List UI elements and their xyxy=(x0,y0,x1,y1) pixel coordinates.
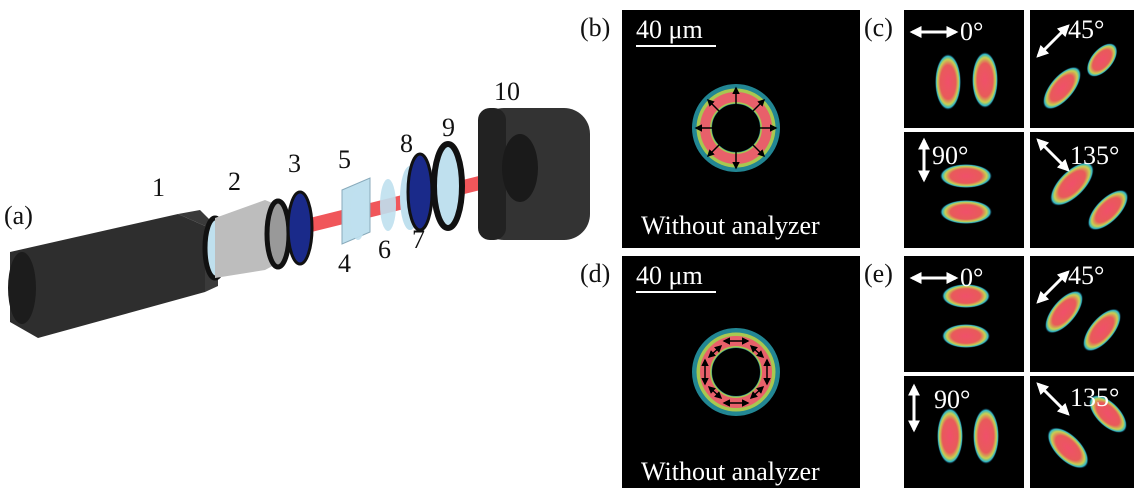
component-number: 7 xyxy=(412,225,425,254)
component-number: 3 xyxy=(288,149,301,178)
panel-label: (e) xyxy=(864,259,893,288)
component-number: 5 xyxy=(338,145,351,174)
panel-label: (b) xyxy=(580,13,610,42)
component-number: 9 xyxy=(442,113,455,142)
component-number: 4 xyxy=(338,249,351,278)
scale-bar-label: 40 μm xyxy=(636,261,703,290)
angle-label: 0° xyxy=(960,263,983,292)
panel-label: (d) xyxy=(580,259,610,288)
caption: Without analyzer xyxy=(641,457,820,486)
component-number: 10 xyxy=(494,77,520,106)
component-number: 8 xyxy=(400,129,413,158)
setup-drawing: (a) 1 2 3 4 5 6 7 8 9 10 xyxy=(4,77,590,338)
component-number: 6 xyxy=(378,235,391,264)
angle-label: 90° xyxy=(932,141,968,170)
figure: (a) 1 2 3 4 5 6 7 8 9 10 (b) 40 μm Witho… xyxy=(0,0,1134,488)
caption: Without analyzer xyxy=(641,211,820,240)
panel-label: (c) xyxy=(864,13,893,42)
angle-label: 135° xyxy=(1070,383,1119,412)
angle-label: 135° xyxy=(1070,141,1119,170)
scale-bar-label: 40 μm xyxy=(636,15,703,44)
angle-label: 0° xyxy=(960,17,983,46)
component-number: 1 xyxy=(152,173,165,202)
angle-label: 45° xyxy=(1068,15,1104,44)
angle-label: 90° xyxy=(934,385,970,414)
angle-label: 45° xyxy=(1068,261,1104,290)
component-number: 2 xyxy=(228,167,241,196)
panel-label: (a) xyxy=(4,201,33,230)
